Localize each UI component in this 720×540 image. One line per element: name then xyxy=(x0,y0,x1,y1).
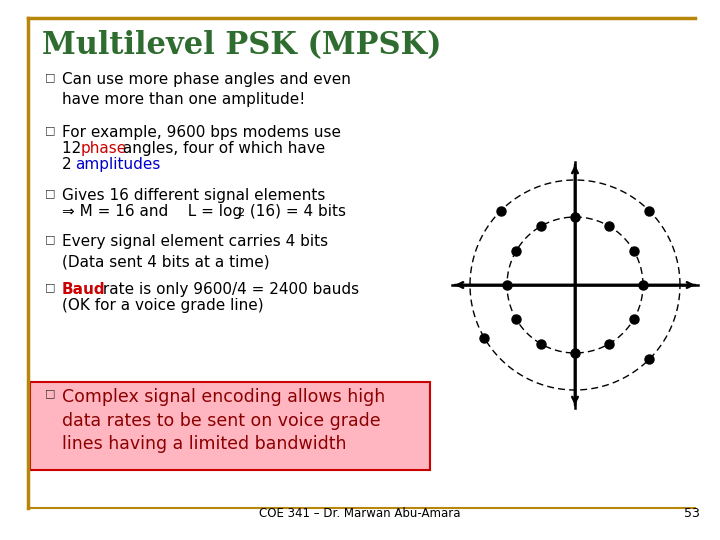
Text: Multilevel PSK (MPSK): Multilevel PSK (MPSK) xyxy=(42,30,441,61)
Text: □: □ xyxy=(45,72,55,82)
Text: □: □ xyxy=(45,188,55,198)
Text: For example, 9600 bps modems use: For example, 9600 bps modems use xyxy=(62,125,341,140)
Text: amplitudes: amplitudes xyxy=(75,157,161,172)
Text: (16) = 4 bits: (16) = 4 bits xyxy=(245,204,346,219)
Text: 2: 2 xyxy=(62,157,76,172)
Text: rate is only 9600/4 = 2400 bauds: rate is only 9600/4 = 2400 bauds xyxy=(98,282,359,297)
FancyBboxPatch shape xyxy=(30,382,430,470)
Text: 12: 12 xyxy=(62,141,86,156)
Text: □: □ xyxy=(45,125,55,135)
Text: (OK for a voice grade line): (OK for a voice grade line) xyxy=(62,298,264,313)
Text: Can use more phase angles and even
have more than one amplitude!: Can use more phase angles and even have … xyxy=(62,72,351,107)
Text: □: □ xyxy=(45,282,55,292)
Text: COE 341 – Dr. Marwan Abu-Amara: COE 341 – Dr. Marwan Abu-Amara xyxy=(259,507,461,520)
Text: Baud: Baud xyxy=(62,282,106,297)
Text: Complex signal encoding allows high
data rates to be sent on voice grade
lines h: Complex signal encoding allows high data… xyxy=(62,388,385,453)
Text: 53: 53 xyxy=(684,507,700,520)
Text: phase: phase xyxy=(81,141,127,156)
Text: angles, four of which have: angles, four of which have xyxy=(118,141,325,156)
Text: ⇒ M = 16 and    L = log: ⇒ M = 16 and L = log xyxy=(62,204,242,219)
Text: □: □ xyxy=(45,388,55,398)
Text: □: □ xyxy=(45,234,55,244)
Text: Every signal element carries 4 bits
(Data sent 4 bits at a time): Every signal element carries 4 bits (Dat… xyxy=(62,234,328,269)
Text: 2: 2 xyxy=(237,208,244,218)
Text: Gives 16 different signal elements: Gives 16 different signal elements xyxy=(62,188,325,203)
